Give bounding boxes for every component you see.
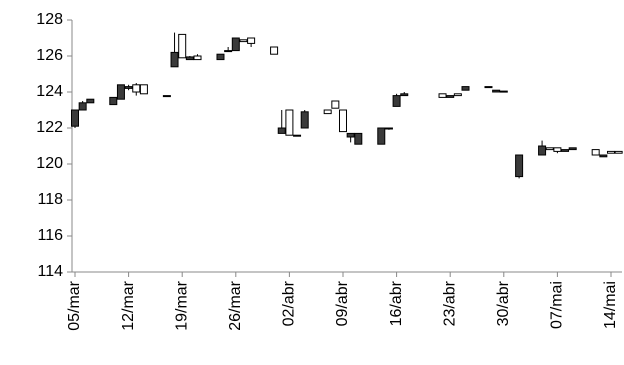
candle-body bbox=[606, 150, 615, 154]
candle-body bbox=[354, 132, 363, 145]
x-tick-label: 30/abr bbox=[495, 280, 512, 326]
candle-body bbox=[614, 150, 623, 154]
candle-body bbox=[78, 102, 87, 111]
y-tick-label: 116 bbox=[37, 227, 63, 244]
candle-body bbox=[400, 93, 409, 97]
candle-body bbox=[216, 53, 225, 61]
candle-body bbox=[239, 39, 248, 43]
candle-body bbox=[538, 145, 547, 156]
y-tick-label: 120 bbox=[36, 155, 63, 172]
y-tick-label: 114 bbox=[37, 263, 63, 280]
y-tick-label: 122 bbox=[36, 119, 63, 136]
candle-body bbox=[438, 93, 447, 98]
candle-body bbox=[300, 111, 309, 129]
candle-body bbox=[285, 109, 294, 136]
candle-body bbox=[224, 50, 233, 53]
candle-body bbox=[185, 56, 194, 61]
candle-body bbox=[568, 147, 577, 151]
x-tick-label: 12/mar bbox=[120, 280, 137, 330]
y-tick-label: 126 bbox=[36, 47, 63, 64]
y-tick-label: 128 bbox=[36, 11, 63, 28]
candle-body bbox=[591, 149, 600, 156]
x-tick-label: 02/abr bbox=[281, 280, 298, 326]
x-tick-label: 14/mai bbox=[602, 281, 619, 329]
candle-body bbox=[124, 86, 133, 89]
candle-body bbox=[247, 37, 256, 44]
candle-body bbox=[331, 100, 340, 109]
candle-body bbox=[599, 154, 608, 158]
candle-body bbox=[446, 95, 455, 98]
candle-body bbox=[277, 127, 286, 134]
candle-body bbox=[116, 84, 125, 100]
candle-body bbox=[392, 95, 401, 107]
candle-body bbox=[346, 132, 355, 138]
candle-body bbox=[561, 149, 570, 152]
x-tick-label: 16/abr bbox=[388, 280, 405, 326]
x-tick-label: 26/mar bbox=[227, 280, 244, 330]
candle-body bbox=[193, 55, 202, 61]
candle-body bbox=[377, 127, 386, 145]
candle-body bbox=[545, 147, 554, 151]
candle-body bbox=[162, 95, 171, 98]
candle-body bbox=[86, 98, 95, 104]
x-tick-label: 23/abr bbox=[441, 280, 458, 326]
candle-body bbox=[170, 51, 179, 68]
candle-body bbox=[484, 86, 493, 89]
candle-body bbox=[132, 84, 141, 93]
candle-body bbox=[178, 33, 187, 59]
candle-body bbox=[71, 109, 79, 127]
y-tick-label: 124 bbox=[36, 83, 63, 100]
candle-body bbox=[453, 93, 462, 97]
x-tick-label: 19/mar bbox=[173, 280, 190, 330]
candle-body bbox=[231, 37, 240, 52]
candle-body bbox=[338, 109, 347, 133]
candle-body bbox=[461, 86, 470, 91]
candle-body bbox=[323, 109, 332, 115]
candle-body bbox=[139, 84, 148, 95]
x-tick-label: 09/abr bbox=[334, 280, 351, 326]
candle-body bbox=[492, 89, 501, 93]
candle-body bbox=[553, 147, 562, 152]
candle-body bbox=[384, 127, 393, 130]
candle-body bbox=[499, 90, 508, 93]
candle-body bbox=[270, 46, 279, 55]
candle-body bbox=[293, 134, 302, 137]
candle-body bbox=[109, 96, 118, 106]
candle-body bbox=[515, 154, 524, 178]
y-tick-label: 118 bbox=[37, 191, 63, 208]
x-tick-label: 05/mar bbox=[66, 280, 83, 330]
x-tick-label: 07/mai bbox=[549, 281, 566, 329]
